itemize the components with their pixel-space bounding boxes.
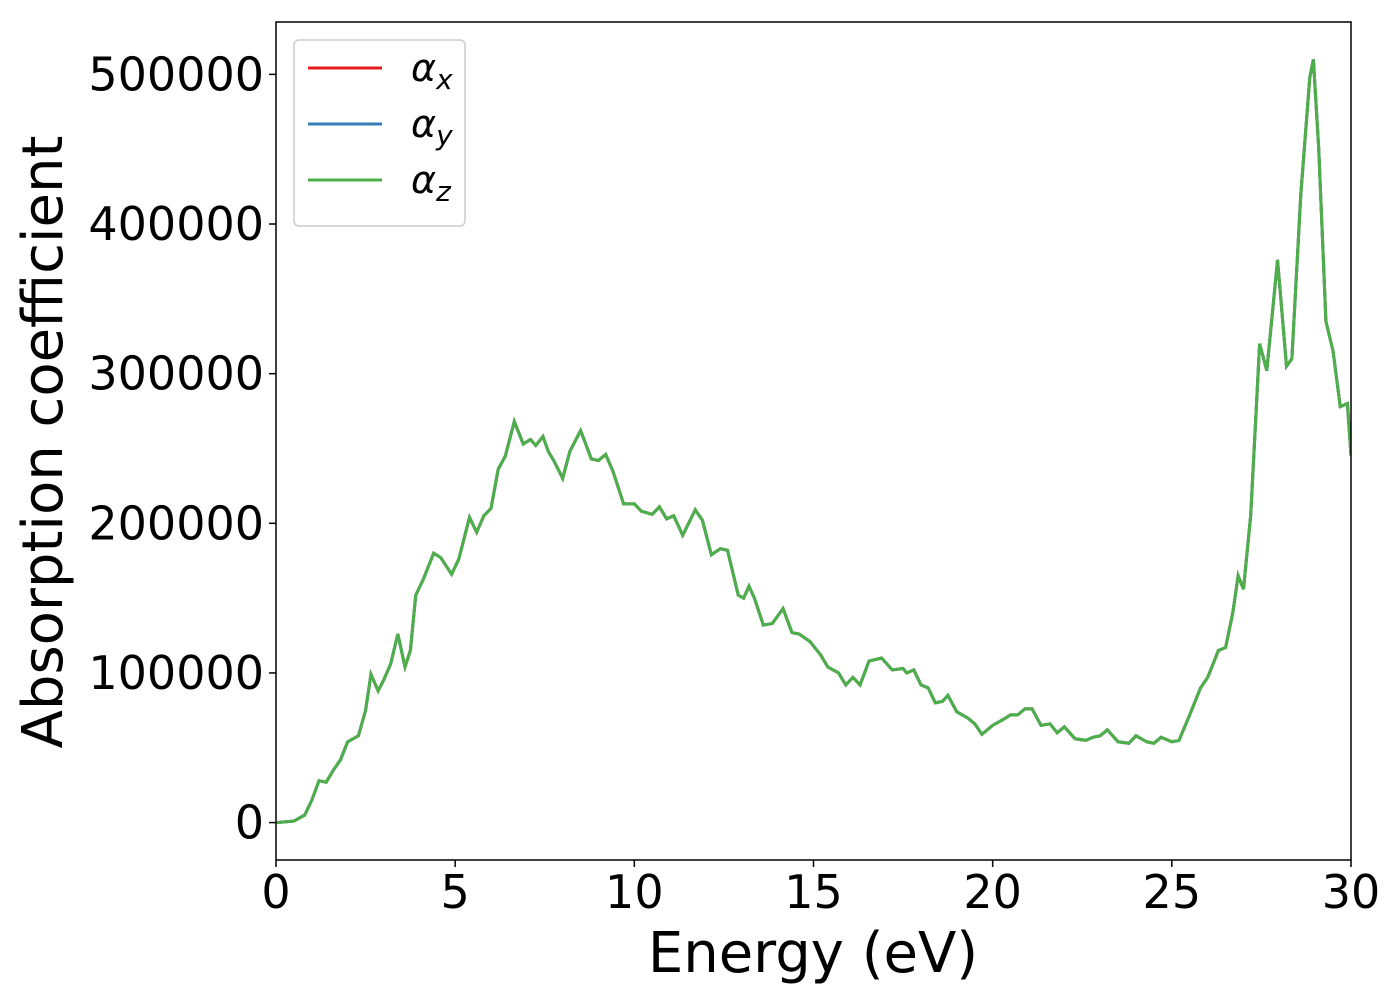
y-tick-label: 200000	[88, 496, 264, 550]
y-axis-label: Absorption coefficient	[11, 136, 76, 749]
x-tick-label: 0	[261, 865, 290, 919]
x-tick-label: 25	[1143, 865, 1202, 919]
legend-label: αy	[411, 102, 453, 152]
y-tick-label: 100000	[88, 646, 264, 700]
x-tick-label: 5	[441, 865, 470, 919]
y-tick-label: 0	[235, 796, 264, 850]
x-tick-label: 15	[784, 865, 843, 919]
data-line	[276, 59, 1351, 825]
x-tick-label: 10	[605, 865, 664, 919]
x-tick-label: 20	[963, 865, 1022, 919]
y-tick-label: 400000	[88, 197, 264, 251]
plot-frame	[275, 21, 1352, 861]
x-axis-label: Energy (eV)	[648, 921, 978, 986]
legend-label: αx	[411, 46, 453, 96]
x-tick-label: 30	[1322, 865, 1381, 919]
y-tick-label: 300000	[88, 347, 264, 401]
legend-label: αz	[411, 158, 452, 208]
y-tick-label: 500000	[88, 47, 264, 101]
